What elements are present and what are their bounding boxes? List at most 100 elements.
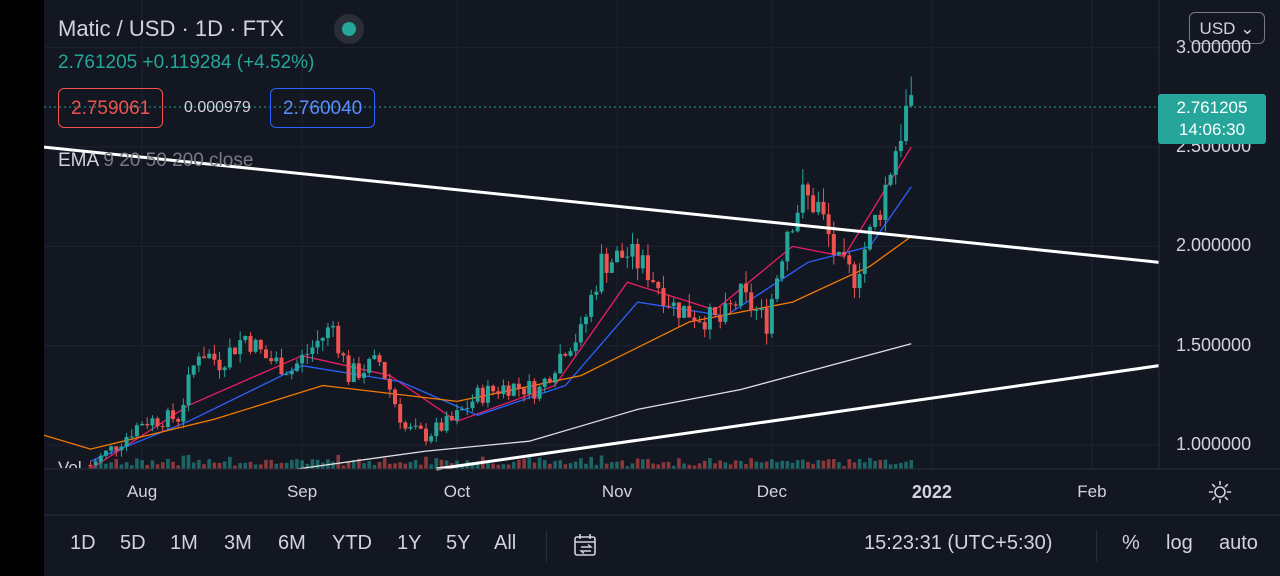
candle-body [594,291,599,295]
volume-legend[interactable]: Vol [58,458,82,468]
volume-bar [305,463,310,469]
volume-bar [186,454,191,469]
candle-body [609,262,614,273]
volume-bar [98,459,103,469]
candle-body [331,325,336,328]
volume-bar [589,456,593,469]
candle-body [873,214,878,227]
candle-body [465,408,470,410]
indicator-legend[interactable]: EMA 9 20 50 200 close [58,150,253,172]
candle-body [238,340,243,355]
sell-button[interactable]: 2.759061 [58,88,164,128]
volume-bar [888,464,893,469]
volume-bar [264,459,268,469]
volume-bar [212,462,217,469]
volume-bar [635,458,640,469]
volume-bar [310,459,315,469]
volume-bar [171,461,175,469]
candle-body [351,363,356,383]
volume-bar [842,466,846,469]
buy-button[interactable]: 2.760040 [270,88,376,128]
settings-gear-icon[interactable] [1208,480,1232,504]
volume-bar [129,465,134,469]
range-button-all[interactable]: All [494,532,517,554]
volume-bar [341,465,346,469]
candle-body [320,337,325,341]
volume-bar [754,461,759,469]
candle-body [372,355,377,359]
chart-canvas[interactable] [44,0,1280,576]
volume-bar [346,461,351,469]
volume-bar [248,461,253,469]
candle-body [692,317,697,322]
volume-bar [847,459,852,469]
candle-body [904,105,909,141]
volume-bar [821,460,826,469]
candle-body [212,353,217,360]
candle-body [454,410,459,421]
candle-body [671,302,676,307]
currency-select[interactable]: USD ⌄ [1189,12,1265,44]
volume-bar [563,464,568,469]
candle-body [527,381,532,395]
symbol-title[interactable]: Matic / USD · 1D · FTX [58,16,285,41]
candle-body [429,436,434,442]
trendlines[interactable] [44,145,1160,471]
time-tick-label: Dec [756,482,787,501]
volume-bar [403,463,408,469]
candle-body [563,353,568,356]
volume-bar [475,461,480,469]
candle-body [749,292,754,311]
candle-body [377,355,382,363]
range-button-5y[interactable]: 5Y [446,532,471,554]
candle-body [883,184,888,220]
candle-body [418,425,423,429]
candle-body [181,404,186,422]
volume-bar [759,462,764,469]
clock-time[interactable]: 15:23:31 (UTC+5:30) [864,532,1053,554]
spread-value: 0.000979 [184,99,251,116]
auto-scale-toggle[interactable]: auto [1219,532,1258,554]
candle-body [656,281,661,289]
volume-bar [517,459,521,469]
volume-bar [145,464,150,469]
calendar-range-icon[interactable] [572,532,600,558]
volume-bar [837,462,841,469]
volume-bar [697,463,702,469]
range-button-1d[interactable]: 1D [70,532,96,554]
candle-body [553,373,558,383]
price-tick-label: 1.000000 [1176,434,1252,455]
range-button-5d[interactable]: 5D [120,532,146,554]
log-scale-toggle[interactable]: log [1166,532,1193,554]
candle-body [573,342,578,352]
percent-scale-toggle[interactable]: % [1122,532,1140,554]
candle-body [310,347,315,354]
candle-body [805,184,810,196]
volume-bar [506,464,511,469]
candle-body [867,226,872,250]
volume-bar [878,459,883,469]
chart-app: Matic / USD · 1D · FTX 2.761205 +0.11928… [44,0,1280,576]
indicator-params: 9 20 50 200 close [103,150,254,171]
candle-body [284,374,289,376]
volume-bar [119,464,124,469]
range-button-6m[interactable]: 6M [278,532,306,554]
range-button-ytd[interactable]: YTD [332,532,372,554]
candle-body [485,385,490,403]
candle-body [537,386,542,399]
range-button-1y[interactable]: 1Y [397,532,422,554]
volume-bar [207,459,211,469]
volume-bar [666,461,671,469]
candle-body [222,367,227,371]
candle-body [775,278,780,299]
volume-bar [233,465,237,469]
volume-bar [682,463,686,469]
candle-body [171,410,176,420]
volume-bar [770,459,774,469]
volume-bar [826,459,831,469]
time-tick-label: 2022 [911,482,952,502]
candle-body [134,425,139,437]
range-button-1m[interactable]: 1M [170,532,198,554]
market-status-icon[interactable] [334,14,364,44]
range-button-3m[interactable]: 3M [224,532,252,554]
